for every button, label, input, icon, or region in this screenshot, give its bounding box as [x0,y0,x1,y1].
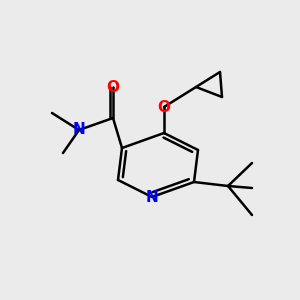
Text: O: O [158,100,170,115]
Text: N: N [73,122,85,137]
Text: N: N [146,190,158,205]
Text: O: O [106,80,119,94]
